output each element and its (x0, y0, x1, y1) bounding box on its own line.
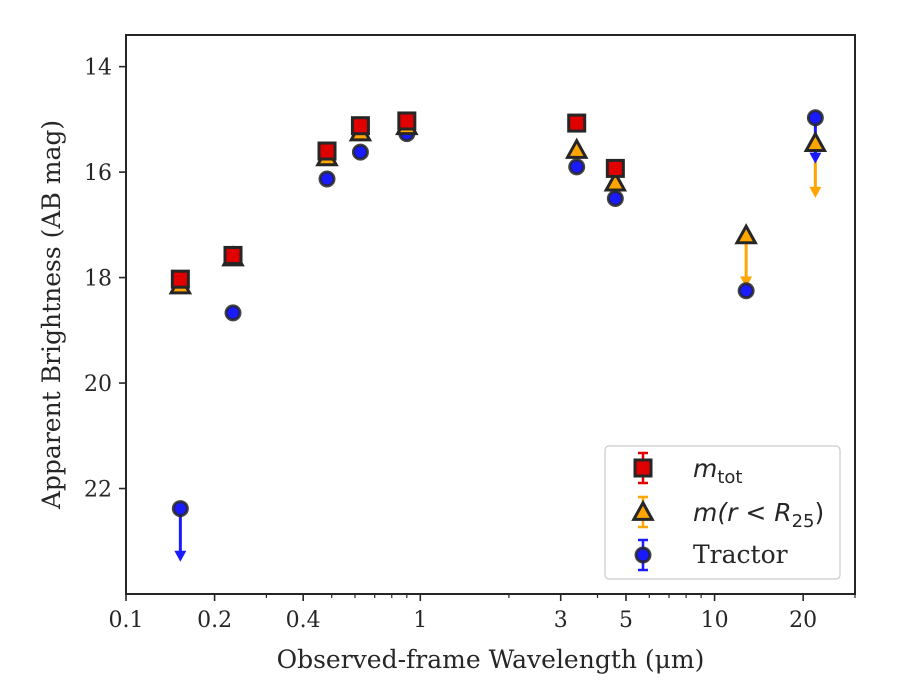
data-point-square (170, 269, 190, 289)
x-tick-label: 5 (619, 608, 633, 633)
data-point-circle (737, 282, 755, 300)
legend-label-tractor: Tractor (693, 540, 788, 569)
data-point-circle (568, 158, 586, 176)
legend-marker-square (633, 458, 653, 478)
data-point-circle (318, 170, 336, 188)
data-point-square (605, 158, 625, 178)
legend-box (604, 445, 841, 580)
y-axis-label: Apparent Brightness (AB mag) (37, 120, 66, 510)
legend-paren: ) (815, 498, 825, 527)
data-point-square (317, 141, 337, 161)
upper-limit-arrow-head (809, 186, 822, 198)
x-tick-label: 3 (554, 608, 568, 633)
legend-subscript: 25 (792, 511, 815, 532)
data-point-triangle (734, 223, 758, 245)
data-point-square (223, 245, 243, 265)
series-triangle (168, 113, 828, 295)
data-point-square (350, 116, 370, 136)
x-axis-label: Observed-frame Wavelength (μm) (277, 645, 705, 674)
upper-limit-arrow-head (174, 550, 187, 562)
data-point-circle (224, 304, 242, 322)
legend-marker-triangle (631, 499, 655, 521)
x-tick-label: 0.1 (109, 608, 144, 633)
data-point-circle (806, 109, 824, 127)
data-point-circle (171, 500, 189, 518)
data-point-triangle (564, 137, 589, 159)
data-point-square (397, 111, 417, 131)
x-tick-label: 20 (789, 608, 817, 633)
data-point-triangle (803, 130, 828, 152)
x-tick-label: 0.2 (197, 608, 232, 633)
legend-subscript: tot (717, 467, 742, 488)
y-tick-label: 20 (84, 372, 112, 397)
data-point-square (567, 113, 587, 133)
data-point-triangle (603, 170, 628, 192)
data-point-circle (606, 189, 624, 207)
y-tick-label: 14 (84, 56, 112, 81)
series-square (170, 111, 625, 289)
y-tick-label: 18 (84, 267, 112, 292)
legend-marker-circle (634, 546, 652, 564)
x-tick-label: 0.4 (286, 608, 321, 633)
axes: 0.1 0.2 0.4 1 3 5 10 20 14 16 18 20 22 (84, 34, 856, 633)
plot-area (168, 109, 828, 562)
x-tick-label: 1 (413, 608, 427, 633)
plot-frame (125, 34, 856, 595)
y-tick-label: 22 (84, 478, 112, 503)
upper-limit-arrow-head (809, 152, 822, 164)
upper-limit-arrow-head (740, 276, 753, 288)
data-point-circle (351, 143, 369, 161)
x-tick-label: 10 (701, 608, 729, 633)
y-tick-label: 16 (84, 161, 112, 186)
